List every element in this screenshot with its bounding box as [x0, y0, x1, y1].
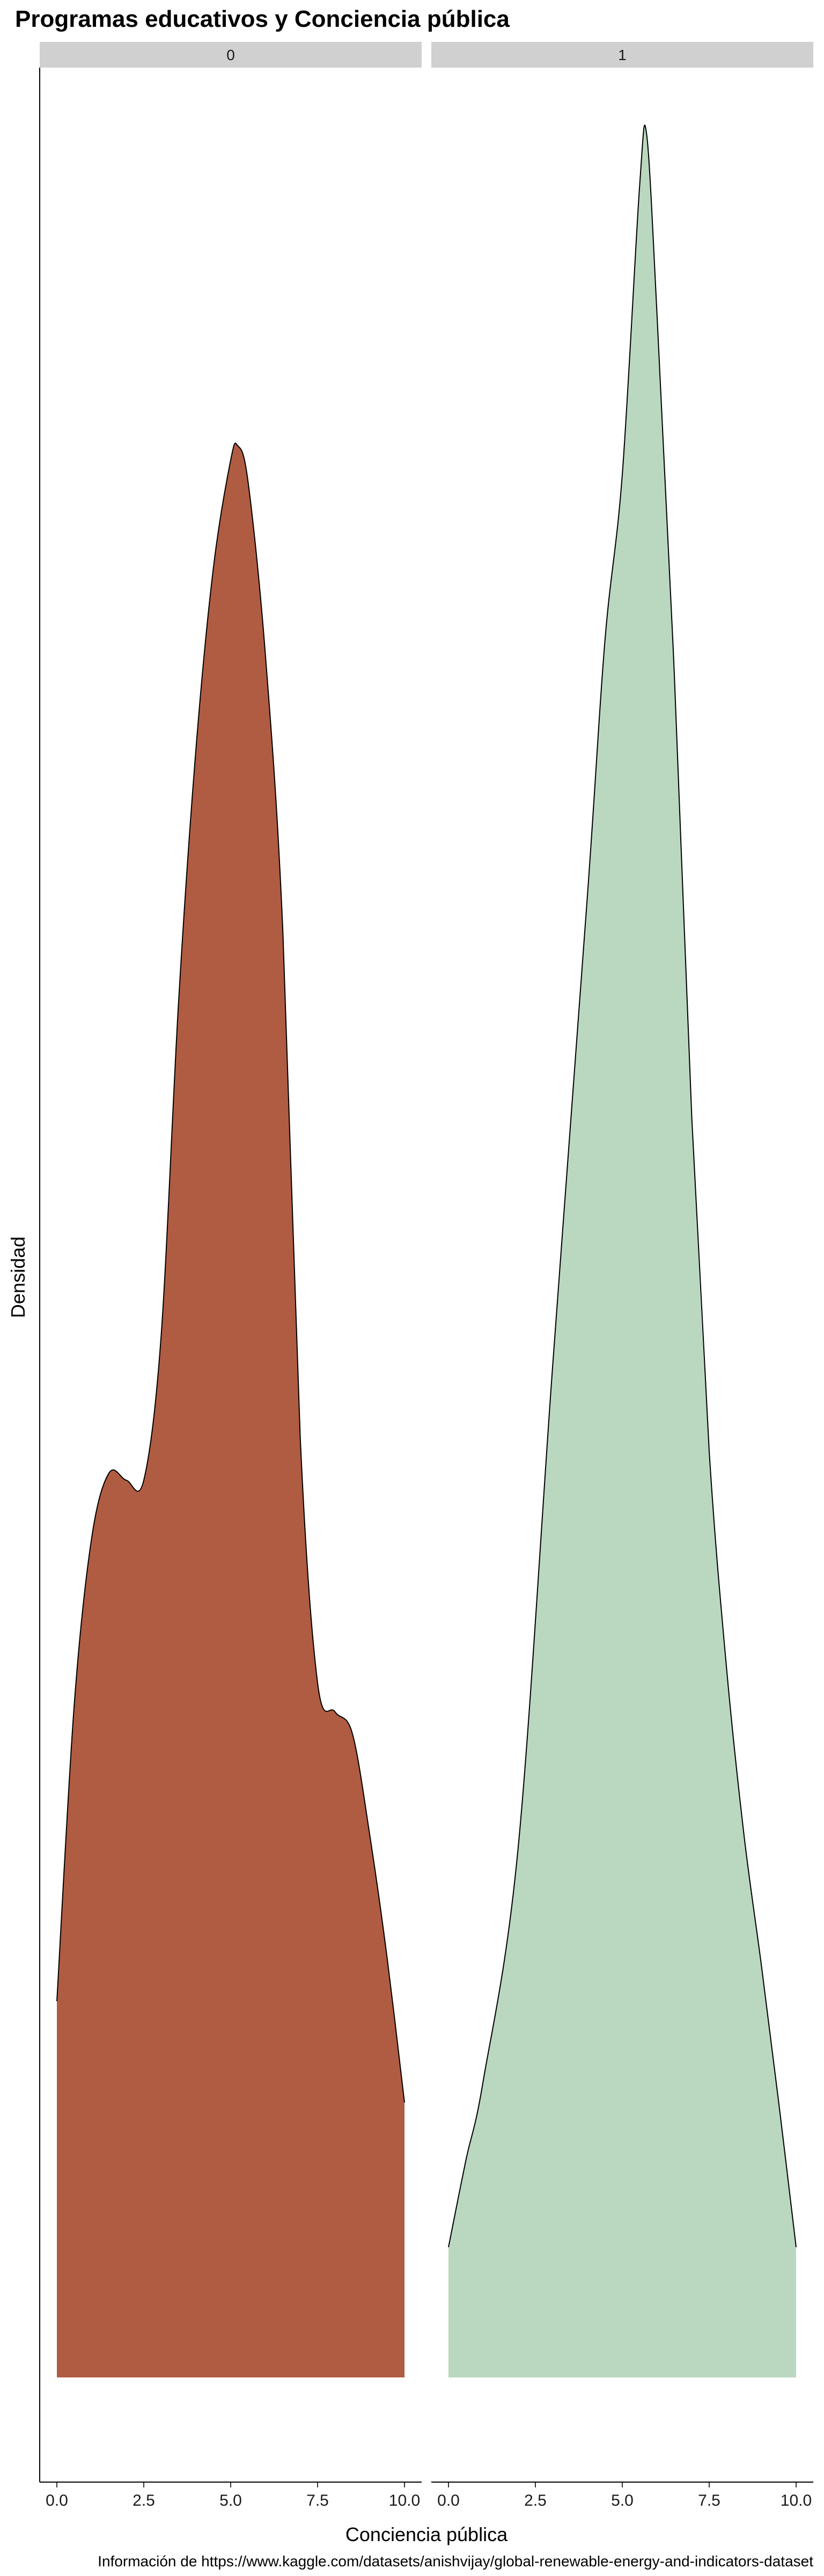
x-tick-label-0-1: 2.5 — [133, 2492, 155, 2509]
facet-strip-0 — [40, 42, 422, 68]
chart-title: Programas educativos y Conciencia públic… — [15, 6, 510, 32]
x-tick-label-0-2: 5.0 — [219, 2492, 242, 2509]
x-tick-label-1-1: 2.5 — [524, 2492, 547, 2509]
density-area-0 — [57, 443, 404, 2377]
x-tick-label-0-3: 7.5 — [306, 2492, 329, 2509]
x-tick-label-1-2: 5.0 — [611, 2492, 634, 2509]
chart-caption: Información de https://www.kaggle.com/da… — [98, 2553, 813, 2570]
facet-panel-1: 1 0.0 2.5 5.0 7.5 10.0 — [431, 42, 813, 2509]
facet-strip-label-1: 1 — [618, 47, 627, 63]
facet-strip-label-0: 0 — [226, 47, 235, 63]
facet-panel-0: 0 0.0 2.5 5.0 7.5 10.0 — [40, 42, 422, 2509]
x-tick-label-0-4: 10.0 — [389, 2492, 420, 2509]
x-tick-label-1-3: 7.5 — [698, 2492, 720, 2509]
density-line-1 — [448, 125, 797, 2248]
x-tick-label-0-0: 0.0 — [46, 2492, 68, 2509]
x-tick-label-1-0: 0.0 — [437, 2492, 460, 2509]
x-axis-title: Conciencia pública — [345, 2523, 508, 2545]
density-area-1 — [448, 125, 796, 2377]
x-tick-label-1-4: 10.0 — [781, 2492, 812, 2509]
density-line-0 — [56, 442, 405, 2103]
y-axis-title: Densidad — [7, 1236, 29, 1318]
facet-strip-1 — [431, 42, 813, 68]
